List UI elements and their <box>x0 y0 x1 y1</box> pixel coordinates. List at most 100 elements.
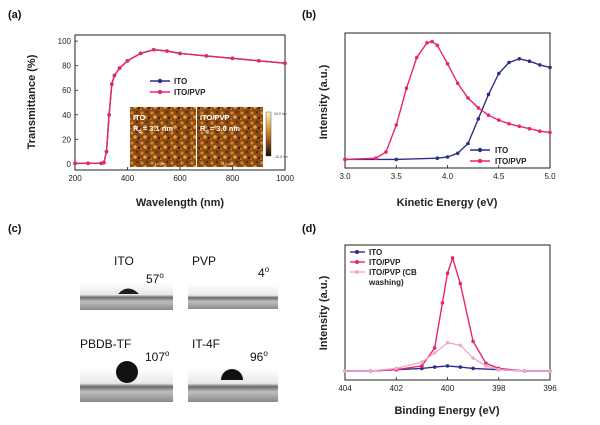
y-tick-label-a: 0 <box>67 160 72 169</box>
data-point-d-1 <box>484 361 488 366</box>
x-tick-label-b: 3.5 <box>391 172 403 181</box>
y-axis-title-b: Intensity (a.u.) <box>318 64 330 139</box>
data-point-d-1 <box>458 281 463 286</box>
photo-pvp-material: PVP <box>192 254 216 268</box>
x-tick-label-a: 600 <box>173 174 187 183</box>
series-line-d-2 <box>345 341 550 372</box>
data-point-b-1 <box>415 55 419 60</box>
x-tick-label-b: 3.0 <box>339 172 351 181</box>
legend-label-d-ito-pvp: ITO/PVP <box>369 258 401 267</box>
chart-d: 404 402 400 398 396 Binding Energy (eV) Inte… <box>318 244 557 417</box>
legend-d: ITO ITO/PVP ITO/PVP (CB washing) <box>350 248 417 287</box>
data-point-b-1 <box>343 157 347 162</box>
x-tick-label-d: 402 <box>390 384 404 393</box>
data-point-b-1 <box>507 122 511 126</box>
x-axis-title-a: Wavelength (nm) <box>136 197 225 209</box>
data-point-d-2 <box>548 369 552 373</box>
data-point-d-2 <box>368 369 373 373</box>
x-tick-label-a: 400 <box>121 174 135 183</box>
legend-label-ito-pvp: ITO/PVP <box>174 88 206 97</box>
data-point-b-0 <box>476 117 481 121</box>
x-tick-label-a: 1000 <box>276 174 294 183</box>
afm-scale-ito: 1.0 μm <box>155 162 166 166</box>
chart-a: 200 400 600 800 1000 0 20 40 60 80 100 Wavelength … <box>26 34 294 209</box>
droplet-it-4f <box>221 369 243 380</box>
data-point-b-0 <box>435 156 440 160</box>
photo-it-4f-angle: 96o <box>250 349 268 364</box>
x-axis-title-d: Binding Energy (eV) <box>394 405 499 417</box>
legend-label-d-cb-line1: ITO/PVP (CB <box>369 268 417 277</box>
series-line-d-1 <box>345 255 550 372</box>
data-point-d-0 <box>458 365 463 369</box>
data-point-a-1 <box>125 59 130 63</box>
droplet-ito <box>118 288 139 294</box>
legend-marker-d-cb <box>355 270 359 274</box>
data-point-b-1 <box>435 43 440 48</box>
x-tick-label-b: 5.0 <box>544 172 556 181</box>
data-point-a-1 <box>152 47 156 52</box>
afm-roughness-ito: Rq= 3.1 nm <box>133 124 173 135</box>
series-line-b-0 <box>345 58 551 161</box>
data-point-a-1 <box>117 66 122 70</box>
data-point-b-1 <box>374 156 378 160</box>
afm-image-ito-pvp <box>197 107 263 167</box>
data-point-b-1 <box>455 81 460 86</box>
y-tick-label-a: 60 <box>62 86 71 95</box>
photo-pvp: PVP 4o <box>188 254 278 309</box>
photo-it-4f: IT-4F 96o <box>188 337 278 402</box>
panel-label-d: (d) <box>302 223 316 235</box>
legend-marker-ito-pvp <box>157 89 163 95</box>
data-point-b-1 <box>476 106 481 110</box>
data-point-a-1 <box>283 61 287 65</box>
panel-label-b: (b) <box>302 9 316 21</box>
x-tick-label-b: 4.5 <box>493 172 505 181</box>
x-tick-label-d: 398 <box>492 384 506 393</box>
data-point-b-1 <box>430 39 434 44</box>
data-point-d-0 <box>432 365 437 369</box>
x-tick-label-d: 400 <box>441 384 455 393</box>
afm-scale-ito-pvp: 1.0 μm <box>223 162 234 166</box>
data-point-a-1 <box>230 56 235 61</box>
legend-marker-b-ito <box>477 147 483 153</box>
droplet-pbdb-tf <box>116 361 138 383</box>
data-point-d-1 <box>420 364 424 368</box>
x-tick-label-a: 200 <box>68 174 82 183</box>
data-point-a-1 <box>104 149 109 154</box>
data-point-d-2 <box>445 340 450 345</box>
x-tick-label-d: 404 <box>338 384 352 393</box>
legend-marker-ito <box>157 78 163 84</box>
data-point-d-2 <box>394 366 399 371</box>
data-point-a-1 <box>257 59 261 63</box>
y-tick-label-a: 80 <box>62 62 71 71</box>
afm-colorbar-min: -10.0 nm <box>274 155 288 159</box>
photo-pbdb-tf-material: PBDB-TF <box>80 337 131 351</box>
data-point-d-2 <box>420 360 424 364</box>
data-point-d-1 <box>432 346 437 350</box>
data-point-a-1 <box>73 161 77 166</box>
photo-ito-material: ITO <box>114 254 134 268</box>
data-point-a-1 <box>107 113 111 117</box>
data-point-b-1 <box>497 118 501 122</box>
data-point-b-1 <box>445 61 450 66</box>
data-point-b-1 <box>548 130 552 135</box>
data-point-d-2 <box>343 369 347 373</box>
data-point-d-0 <box>420 366 424 371</box>
x-axis-title-b: Kinetic Energy (eV) <box>397 197 498 209</box>
data-point-d-1 <box>450 256 455 260</box>
data-point-d-0 <box>471 366 475 371</box>
afm-label-ito: ITO <box>133 113 146 122</box>
data-point-b-1 <box>527 126 532 131</box>
data-point-d-2 <box>458 343 463 348</box>
data-point-a-1 <box>178 51 182 56</box>
afm-image-ito <box>130 107 196 167</box>
data-point-b-1 <box>486 113 491 117</box>
legend-label-d-cb-line2: washing) <box>368 278 404 287</box>
data-point-d-1 <box>445 271 450 276</box>
data-point-b-0 <box>517 57 522 61</box>
data-point-a-1 <box>102 160 106 165</box>
y-tick-label-a: 40 <box>62 111 71 120</box>
data-point-a-1 <box>204 54 209 58</box>
y-tick-label-a: 100 <box>58 37 72 46</box>
photo-it-4f-material: IT-4F <box>192 337 220 351</box>
data-point-d-1 <box>440 301 445 305</box>
